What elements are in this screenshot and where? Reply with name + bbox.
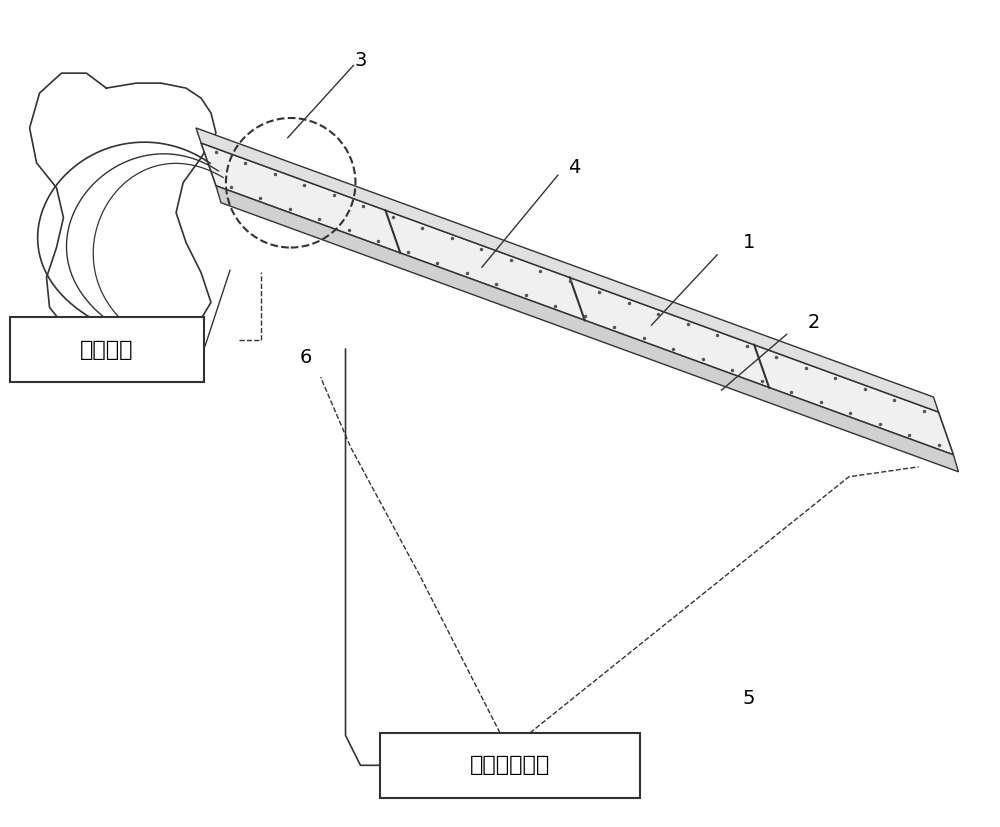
- Text: 3: 3: [354, 50, 367, 69]
- Polygon shape: [201, 143, 953, 455]
- FancyBboxPatch shape: [10, 318, 204, 382]
- Text: 4: 4: [569, 158, 581, 177]
- Text: 1: 1: [743, 233, 755, 252]
- FancyBboxPatch shape: [380, 733, 640, 798]
- Polygon shape: [196, 128, 939, 412]
- Text: 6: 6: [299, 347, 312, 366]
- Text: 2: 2: [808, 313, 820, 332]
- Text: 主控模块: 主控模块: [80, 340, 134, 360]
- Text: 5: 5: [743, 689, 755, 708]
- Polygon shape: [216, 186, 958, 472]
- Text: 光学测量模块: 光学测量模块: [470, 755, 550, 776]
